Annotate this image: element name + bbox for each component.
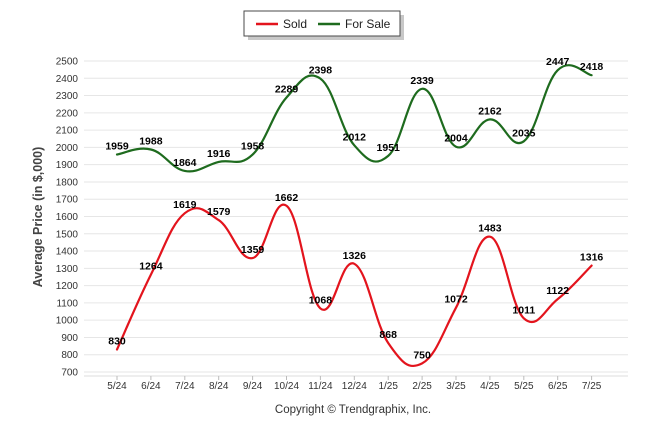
x-tick-label-12-24: 12/24 xyxy=(342,381,367,392)
data-label-for-sale-4-25: 2162 xyxy=(478,105,502,117)
data-label-for-sale-6-24: 1988 xyxy=(139,135,163,147)
copyright-footer: Copyright © Trendgraphix, Inc. xyxy=(275,404,431,416)
data-label-sold-1-25: 868 xyxy=(379,329,397,341)
y-tick-label-1900: 1900 xyxy=(56,160,79,171)
x-tick-label-5-25: 5/25 xyxy=(514,381,534,392)
data-label-sold-12-24: 1326 xyxy=(343,250,367,262)
x-tick-label-2-25: 2/25 xyxy=(412,381,432,392)
data-label-for-sale-5-25: 2035 xyxy=(512,127,536,139)
data-label-for-sale-7-25: 2418 xyxy=(580,61,604,73)
x-tick-label-3-25: 3/25 xyxy=(446,381,466,392)
data-label-sold-2-25: 750 xyxy=(413,349,431,361)
data-label-sold-4-25: 1483 xyxy=(478,223,502,235)
data-label-for-sale-11-24: 2398 xyxy=(309,65,333,77)
y-axis-title: Average Price (in $,000) xyxy=(31,147,45,288)
data-label-sold-5-25: 1011 xyxy=(512,304,535,316)
y-tick-label-1800: 1800 xyxy=(56,177,79,188)
y-tick-label-1500: 1500 xyxy=(56,229,79,240)
x-tick-label-7-24: 7/24 xyxy=(175,381,195,392)
y-tick-label-1700: 1700 xyxy=(56,195,79,206)
y-tick-label-1100: 1100 xyxy=(56,298,78,309)
x-tick-label-4-25: 4/25 xyxy=(480,381,500,392)
legend: Sold For Sale xyxy=(244,11,404,40)
data-label-sold-11-24: 1068 xyxy=(309,294,333,306)
legend-label-sold: Sold xyxy=(283,17,307,31)
y-tick-label-2000: 2000 xyxy=(56,143,79,154)
data-label-for-sale-12-24: 2012 xyxy=(343,131,367,143)
data-label-sold-7-25: 1316 xyxy=(580,252,604,264)
data-label-sold-5-24: 830 xyxy=(108,336,126,348)
data-label-for-sale-9-24: 1958 xyxy=(241,141,265,153)
data-label-sold-9-24: 1359 xyxy=(241,244,265,256)
y-tick-label-800: 800 xyxy=(61,350,78,361)
x-tick-label-6-25: 6/25 xyxy=(548,381,568,392)
x-tick-label-8-24: 8/24 xyxy=(209,381,229,392)
data-label-sold-7-24: 1619 xyxy=(173,199,197,211)
data-label-sold-3-25: 1072 xyxy=(444,294,468,306)
data-label-for-sale-3-25: 2004 xyxy=(444,133,468,145)
data-label-for-sale-6-25: 2447 xyxy=(546,56,570,68)
data-label-for-sale-7-24: 1864 xyxy=(173,157,197,169)
y-tick-label-900: 900 xyxy=(61,333,78,344)
y-tick-label-1000: 1000 xyxy=(56,316,79,327)
x-tick-label-6-24: 6/24 xyxy=(141,381,161,392)
data-label-sold-10-24: 1662 xyxy=(275,192,299,204)
x-tick-label-7-25: 7/25 xyxy=(582,381,602,392)
y-tick-label-2400: 2400 xyxy=(56,74,79,85)
data-label-for-sale-2-25: 2339 xyxy=(410,75,434,87)
x-tick-label-1-25: 1/25 xyxy=(378,381,398,392)
y-tick-label-2500: 2500 xyxy=(56,57,79,68)
data-label-for-sale-1-25: 1951 xyxy=(377,142,401,154)
data-label-sold-6-24: 1264 xyxy=(139,261,163,273)
y-tick-label-1200: 1200 xyxy=(56,281,79,292)
data-label-sold-8-24: 1579 xyxy=(207,206,231,218)
x-tick-label-5-24: 5/24 xyxy=(107,381,127,392)
data-label-for-sale-10-24: 2289 xyxy=(275,83,299,95)
data-label-sold-6-25: 1122 xyxy=(546,285,569,297)
y-tick-label-1600: 1600 xyxy=(56,212,79,223)
y-tick-label-700: 700 xyxy=(61,368,78,379)
legend-label-for-sale: For Sale xyxy=(345,17,391,31)
y-tick-label-2200: 2200 xyxy=(56,108,79,119)
y-tick-label-1400: 1400 xyxy=(56,247,79,258)
x-tick-label-11-24: 11/24 xyxy=(308,381,333,392)
x-tick-label-10-24: 10/24 xyxy=(274,381,299,392)
y-tick-label-1300: 1300 xyxy=(56,264,79,275)
line-chart: Sold For Sale 700 800 900 1000 1100 1200 1300 1… xyxy=(0,0,646,434)
y-tick-label-2300: 2300 xyxy=(56,91,79,102)
data-label-for-sale-8-24: 1916 xyxy=(207,148,231,160)
y-tick-label-2100: 2100 xyxy=(56,126,79,137)
data-label-for-sale-5-24: 1959 xyxy=(105,140,129,152)
x-tick-label-9-24: 9/24 xyxy=(243,381,263,392)
